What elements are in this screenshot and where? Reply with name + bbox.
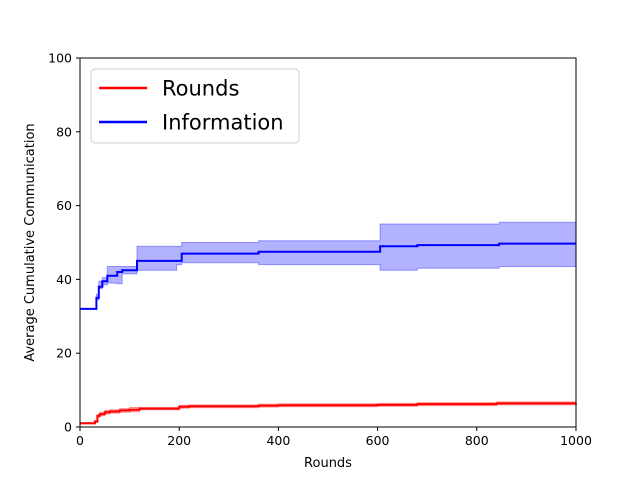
y-tick-label: 40 [56,272,72,287]
legend-label-information: Information [162,111,284,135]
x-tick-label: 200 [167,433,191,448]
y-axis-ticks: 0 20 40 60 80 100 [48,51,80,435]
y-axis-label: Average Cumulative Communication [23,123,38,361]
x-tick-label: 600 [366,433,390,448]
legend: Rounds Information [90,68,300,144]
x-axis-ticks: 0 200 400 600 800 1000 [76,427,592,448]
y-tick-label: 20 [56,346,72,361]
x-tick-label: 0 [76,433,84,448]
y-tick-label: 0 [64,420,72,435]
x-axis-label: Rounds [304,456,352,471]
plot-frame [79,57,577,428]
x-tick-label: 1000 [560,433,592,448]
information-band [80,221,577,310]
y-tick-label: 60 [56,198,72,213]
legend-label-rounds: Rounds [162,77,239,101]
y-tick-label: 100 [48,51,72,66]
x-tick-label: 800 [465,433,489,448]
y-tick-label: 80 [56,124,72,139]
rounds-line [80,402,577,425]
x-tick-label: 400 [266,433,290,448]
information-line [80,242,576,310]
series-lines [80,242,577,425]
